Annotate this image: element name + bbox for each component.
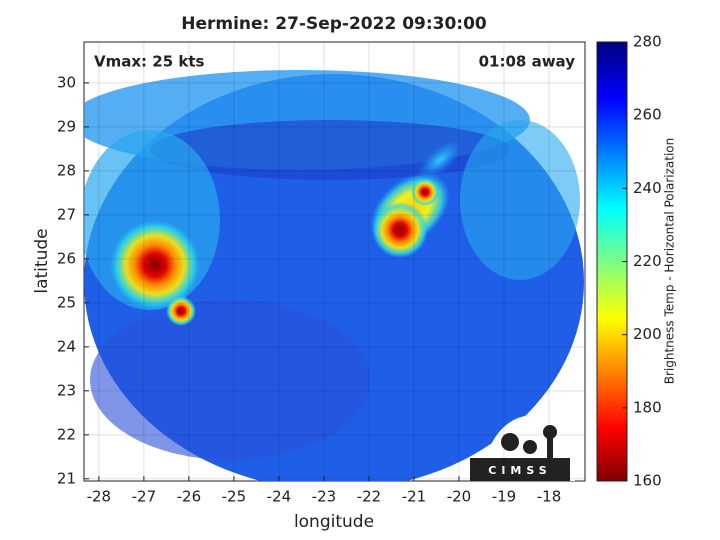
y-tick-label: 25 bbox=[57, 293, 76, 311]
x-tick-label: -24 bbox=[267, 488, 292, 506]
y-axis-label: latitude bbox=[32, 228, 52, 293]
y-tick-label: 24 bbox=[57, 337, 76, 355]
x-tick-label: -20 bbox=[447, 488, 472, 506]
x-axis-label: longitude bbox=[294, 512, 374, 532]
colorbar-tick-label: 200 bbox=[633, 325, 662, 343]
x-tick-label: -28 bbox=[87, 488, 112, 506]
brightness-field bbox=[84, 70, 584, 481]
colorbar-tick-label: 240 bbox=[633, 179, 662, 197]
y-tick-label: 30 bbox=[57, 73, 76, 91]
colorbar-tick-label: 160 bbox=[633, 472, 662, 490]
y-tick-label: 21 bbox=[57, 469, 76, 487]
y-tick-label: 22 bbox=[57, 425, 76, 443]
x-tick-label: -21 bbox=[402, 488, 427, 506]
colorbar-tick-label: 180 bbox=[633, 398, 662, 416]
chart-title: Hermine: 27-Sep-2022 09:30:00 bbox=[181, 14, 487, 34]
y-tick-label: 28 bbox=[57, 161, 76, 179]
logo: CIMSS bbox=[470, 415, 575, 481]
annotation: 01:08 away bbox=[479, 53, 576, 71]
colorbar-tick-label: 260 bbox=[633, 106, 662, 124]
y-tick-label: 27 bbox=[57, 205, 76, 223]
x-tick-label: -25 bbox=[222, 488, 247, 506]
x-tick-label: -19 bbox=[492, 488, 517, 506]
colorbar-label: Brightness Temp - Horizontal Polarizatio… bbox=[663, 138, 677, 385]
x-tick-label: -27 bbox=[132, 488, 157, 506]
colorbar-tick-label: 220 bbox=[633, 252, 662, 270]
annotation: Vmax: 25 kts bbox=[94, 53, 204, 71]
y-tick-label: 26 bbox=[57, 249, 76, 267]
x-tick-label: -18 bbox=[537, 488, 562, 506]
y-tick-label: 29 bbox=[57, 117, 76, 135]
logo-text: CIMSS bbox=[488, 464, 551, 477]
x-tick-label: -22 bbox=[357, 488, 382, 506]
x-tick-label: -23 bbox=[312, 488, 337, 506]
y-tick-label: 23 bbox=[57, 381, 76, 399]
colorbar-tick-label: 280 bbox=[633, 33, 662, 51]
x-tick-label: -26 bbox=[177, 488, 202, 506]
